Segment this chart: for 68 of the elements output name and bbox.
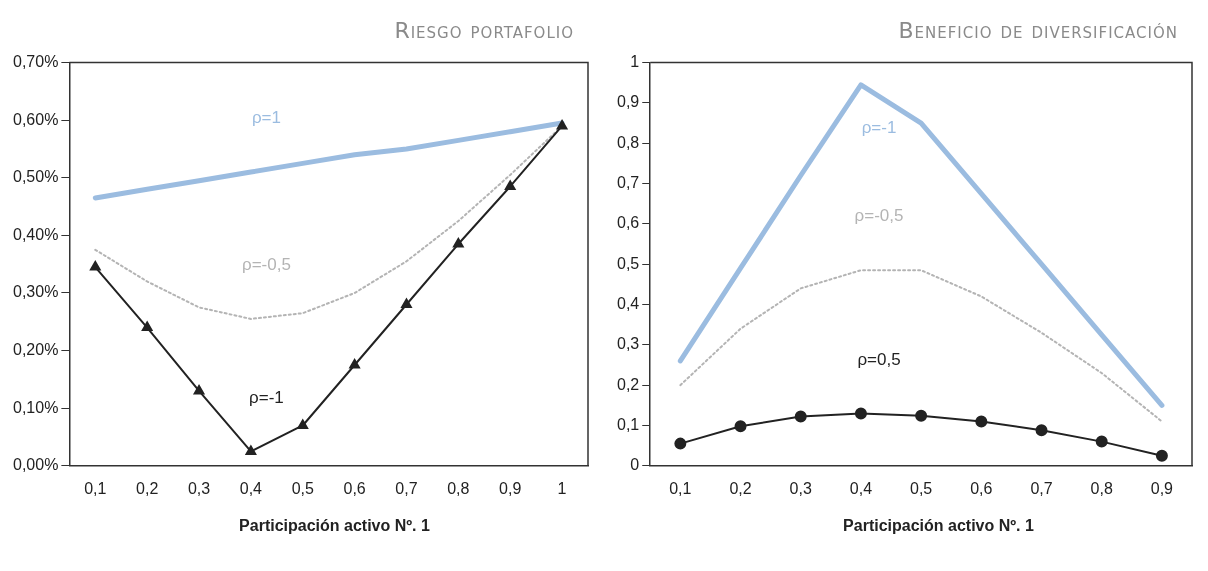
x-tick-label: 0,9 — [499, 479, 522, 497]
x-tick-label: 0,7 — [395, 479, 418, 497]
point — [794, 410, 807, 423]
point — [453, 238, 464, 248]
chart-title: Riesgo portafolio — [394, 18, 574, 43]
point — [1095, 435, 1108, 448]
point — [975, 415, 988, 428]
point — [734, 420, 747, 433]
y-tick-label: 0,6 — [616, 214, 640, 232]
x-tick-label: 0,1 — [669, 479, 692, 497]
y-tick-label: 0,70% — [12, 53, 59, 71]
y-tick-label: 0,10% — [12, 398, 59, 416]
y-tick-label: 0,3 — [616, 335, 640, 353]
point — [854, 407, 867, 420]
y-tick-label: 0,50% — [12, 168, 59, 186]
point — [556, 119, 568, 130]
text: ρ=-0,5 — [854, 206, 904, 226]
y-tick-label: 0,2 — [616, 375, 640, 393]
y-tick-label: 0,1 — [616, 415, 640, 433]
point — [915, 409, 928, 422]
x-tick-label: 0,2 — [136, 479, 159, 497]
x-tick-label: 0,9 — [1150, 479, 1174, 497]
x-tick-label: 0,7 — [1030, 479, 1053, 497]
x-tick-label: 0,6 — [970, 479, 993, 497]
x-tick-label: 0,1 — [84, 479, 107, 497]
y-tick-label: 0,00% — [12, 456, 59, 474]
x-tick-label: 0,8 — [447, 479, 470, 497]
text: ρ=1 — [251, 108, 281, 128]
x-tick-label: 0,4 — [849, 479, 873, 497]
y-tick-label: 0,9 — [616, 93, 640, 111]
point — [245, 445, 257, 455]
point — [89, 261, 101, 271]
point — [193, 384, 205, 395]
point — [504, 180, 516, 190]
y-tick-label: 1 — [630, 53, 640, 71]
text: ρ=0,5 — [857, 349, 901, 369]
point — [674, 437, 687, 450]
x-axis-title: Participación activo Nº. 1 — [238, 517, 431, 535]
y-tick-label: 0,5 — [616, 254, 640, 272]
x-tick-label: 1 — [557, 479, 567, 497]
x-tick-label: 0,3 — [789, 479, 812, 497]
y-tick-label: 0,4 — [616, 294, 640, 312]
y-tick-label: 0,7 — [616, 173, 640, 191]
x-tick-label: 0,4 — [239, 479, 263, 497]
x-tick-label: 0,6 — [343, 479, 366, 497]
chart-title: Beneficio de diversificación — [898, 18, 1178, 43]
point — [401, 298, 412, 309]
point — [1035, 424, 1048, 437]
x-tick-label: 0,5 — [291, 479, 314, 497]
x-tick-label: 0,2 — [729, 479, 752, 497]
text: ρ=-0,5 — [241, 255, 291, 275]
x-tick-label: 0,3 — [187, 479, 211, 497]
x-axis-title: Participación activo Nº. 1 — [842, 517, 1035, 535]
line-series — [679, 269, 1163, 423]
point — [1155, 449, 1168, 462]
y-tick-label: 0,20% — [12, 341, 59, 359]
point — [349, 359, 360, 369]
y-tick-label: 0,8 — [616, 133, 640, 151]
point — [297, 419, 309, 429]
point — [141, 321, 153, 332]
y-tick-label: 0,40% — [12, 225, 59, 243]
x-tick-label: 0,5 — [910, 479, 933, 497]
x-tick-label: 0,8 — [1090, 479, 1113, 497]
y-tick-label: 0,30% — [12, 283, 59, 301]
series-label: ρ=-1 — [249, 387, 284, 407]
series-label: ρ=-1 — [861, 117, 897, 137]
y-tick-label: 0 — [630, 456, 640, 474]
y-tick-label: 0,60% — [12, 110, 59, 128]
